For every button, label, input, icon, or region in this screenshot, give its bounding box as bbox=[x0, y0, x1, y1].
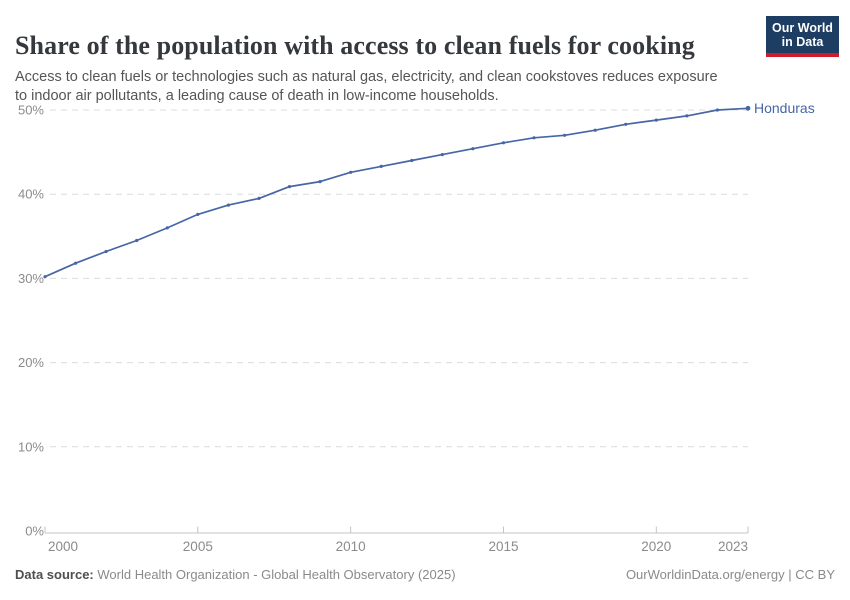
data-point-2015[interactable] bbox=[501, 141, 506, 145]
owid-logo[interactable]: Our World in Data bbox=[766, 16, 839, 57]
data-point-2001[interactable] bbox=[74, 261, 78, 265]
data-point-2012[interactable] bbox=[410, 158, 414, 163]
subtitle-line-1: Access to clean fuels or technologies su… bbox=[15, 68, 718, 85]
x-axis-label: 2015 bbox=[488, 539, 518, 554]
series-label-honduras[interactable]: Honduras bbox=[754, 100, 815, 116]
data-point-2006[interactable] bbox=[226, 203, 230, 207]
data-point-2019[interactable] bbox=[624, 122, 628, 126]
x-axis-label: 2000 bbox=[48, 539, 78, 554]
data-point-2013[interactable] bbox=[440, 153, 444, 157]
chart-subtitle: Access to clean fuels or technologies su… bbox=[15, 68, 775, 106]
y-axis-label: 10% bbox=[18, 439, 44, 454]
subtitle-line-2: to indoor air pollutants, a leading caus… bbox=[15, 87, 499, 104]
owid-license-link[interactable]: OurWorldinData.org/energy | CC BY bbox=[625, 567, 835, 582]
data-point-2016[interactable] bbox=[532, 136, 536, 140]
data-source: Data source: World Health Organization -… bbox=[15, 567, 456, 582]
series-line-honduras[interactable] bbox=[44, 107, 749, 278]
data-point-2008[interactable] bbox=[287, 185, 292, 189]
x-axis-label: 2005 bbox=[183, 539, 213, 554]
logo-line-2: in Data bbox=[781, 34, 824, 49]
x-axis-label: 2020 bbox=[641, 539, 671, 554]
chart-footer: Data source: World Health Organization -… bbox=[15, 567, 835, 582]
y-axis-label: 30% bbox=[18, 271, 44, 286]
y-axis-label: 50% bbox=[18, 103, 44, 118]
data-point-2014[interactable] bbox=[471, 147, 475, 151]
data-point-2022[interactable] bbox=[715, 108, 720, 112]
y-axis-label: 0% bbox=[25, 524, 44, 539]
data-point-2023[interactable] bbox=[745, 105, 751, 111]
data-point-2004[interactable] bbox=[165, 226, 169, 230]
data-point-2009[interactable] bbox=[318, 180, 322, 184]
data-point-2005[interactable] bbox=[196, 212, 200, 216]
data-point-2017[interactable] bbox=[563, 133, 567, 137]
page-title: Share of the population with access to c… bbox=[15, 31, 695, 61]
data-point-2020[interactable] bbox=[654, 118, 658, 122]
y-axis-label: 20% bbox=[18, 355, 44, 370]
data-source-label: Data source: bbox=[15, 567, 94, 582]
x-axis-label: 2010 bbox=[336, 539, 366, 554]
y-axis-label: 40% bbox=[18, 187, 44, 202]
data-point-2021[interactable] bbox=[685, 114, 689, 118]
x-axis-label: 2023 bbox=[718, 539, 748, 554]
data-point-2018[interactable] bbox=[593, 128, 597, 132]
logo-line-1: Our World bbox=[772, 20, 833, 35]
data-point-2002[interactable] bbox=[104, 249, 108, 254]
data-point-2000[interactable] bbox=[43, 275, 47, 279]
data-source-text: World Health Organization - Global Healt… bbox=[97, 567, 456, 582]
data-point-2011[interactable] bbox=[379, 164, 383, 168]
data-point-2010[interactable] bbox=[349, 170, 353, 174]
data-point-2007[interactable] bbox=[257, 196, 261, 200]
data-point-2003[interactable] bbox=[135, 238, 139, 243]
